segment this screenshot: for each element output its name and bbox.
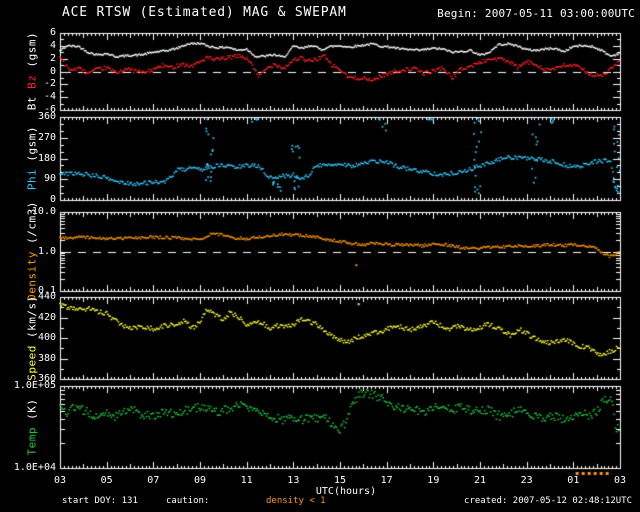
y-tick-label: 4 bbox=[49, 39, 56, 51]
y-tick-label: 270 bbox=[37, 131, 56, 143]
y-tick-label: 2 bbox=[49, 52, 56, 64]
y-tick-label: 0 bbox=[49, 65, 56, 77]
y-tick-label: -4 bbox=[43, 91, 56, 103]
x-tick-label: 03 bbox=[53, 475, 67, 486]
x-tick-label: 19 bbox=[427, 475, 440, 486]
x-tick-label: 13 bbox=[287, 475, 300, 486]
y-tick-label: 400 bbox=[37, 332, 56, 343]
y-tick-label: 440 bbox=[37, 291, 56, 302]
y-tick-label: 360 bbox=[37, 373, 56, 384]
y-tick-label: 90 bbox=[43, 173, 56, 185]
temp-axis-label: Temp (K) bbox=[26, 399, 39, 456]
y-tick-label: 420 bbox=[37, 311, 56, 323]
temp-units-label: (K) bbox=[25, 398, 39, 427]
x-tick-label: 09 bbox=[193, 475, 207, 486]
caution-label: caution: bbox=[166, 496, 210, 506]
y-tick-label: 1.0E+05 bbox=[13, 380, 56, 391]
x-tick-label: 17 bbox=[380, 475, 393, 486]
y-tick-label: 380 bbox=[37, 352, 56, 364]
start-doy-text: start DOY: 131 bbox=[62, 496, 138, 506]
y-tick-label: 10.0 bbox=[31, 206, 56, 217]
x-tick-label: 23 bbox=[520, 475, 533, 486]
y-tick-label: -6 bbox=[43, 104, 56, 115]
x-tick-label: 03 bbox=[613, 475, 627, 486]
y-tick-label: 180 bbox=[37, 152, 56, 164]
page-title: ACE RTSW (Estimated) MAG & SWEPAM bbox=[62, 5, 347, 20]
y-tick-label: 1.0E+04 bbox=[13, 462, 56, 473]
y-tick-label: 0.1 bbox=[37, 285, 56, 296]
y-tick-label: 6 bbox=[49, 27, 56, 38]
y-tick-label: 360 bbox=[37, 111, 56, 122]
y-tick-label: -2 bbox=[43, 78, 56, 90]
x-tick-label: 11 bbox=[240, 475, 253, 486]
begin-timestamp: Begin: 2007-05-11 03:00:00UTC bbox=[437, 7, 635, 20]
x-tick-label: 05 bbox=[100, 475, 113, 486]
y-tick-label: 1.0 bbox=[37, 245, 56, 257]
x-axis-title: UTC(hours) bbox=[315, 486, 377, 497]
y-tick-label: 0 bbox=[49, 194, 56, 205]
density-caution-text: density < 1 bbox=[266, 496, 326, 506]
created-timestamp: created: 2007-05-12 02:48:12UTC bbox=[464, 496, 632, 506]
x-tick-label: 01 bbox=[567, 475, 580, 486]
x-tick-label: 15 bbox=[333, 475, 347, 486]
x-tick-label: 07 bbox=[147, 475, 160, 486]
x-tick-label: 21 bbox=[473, 475, 487, 486]
temp-label: Temp bbox=[25, 427, 39, 456]
